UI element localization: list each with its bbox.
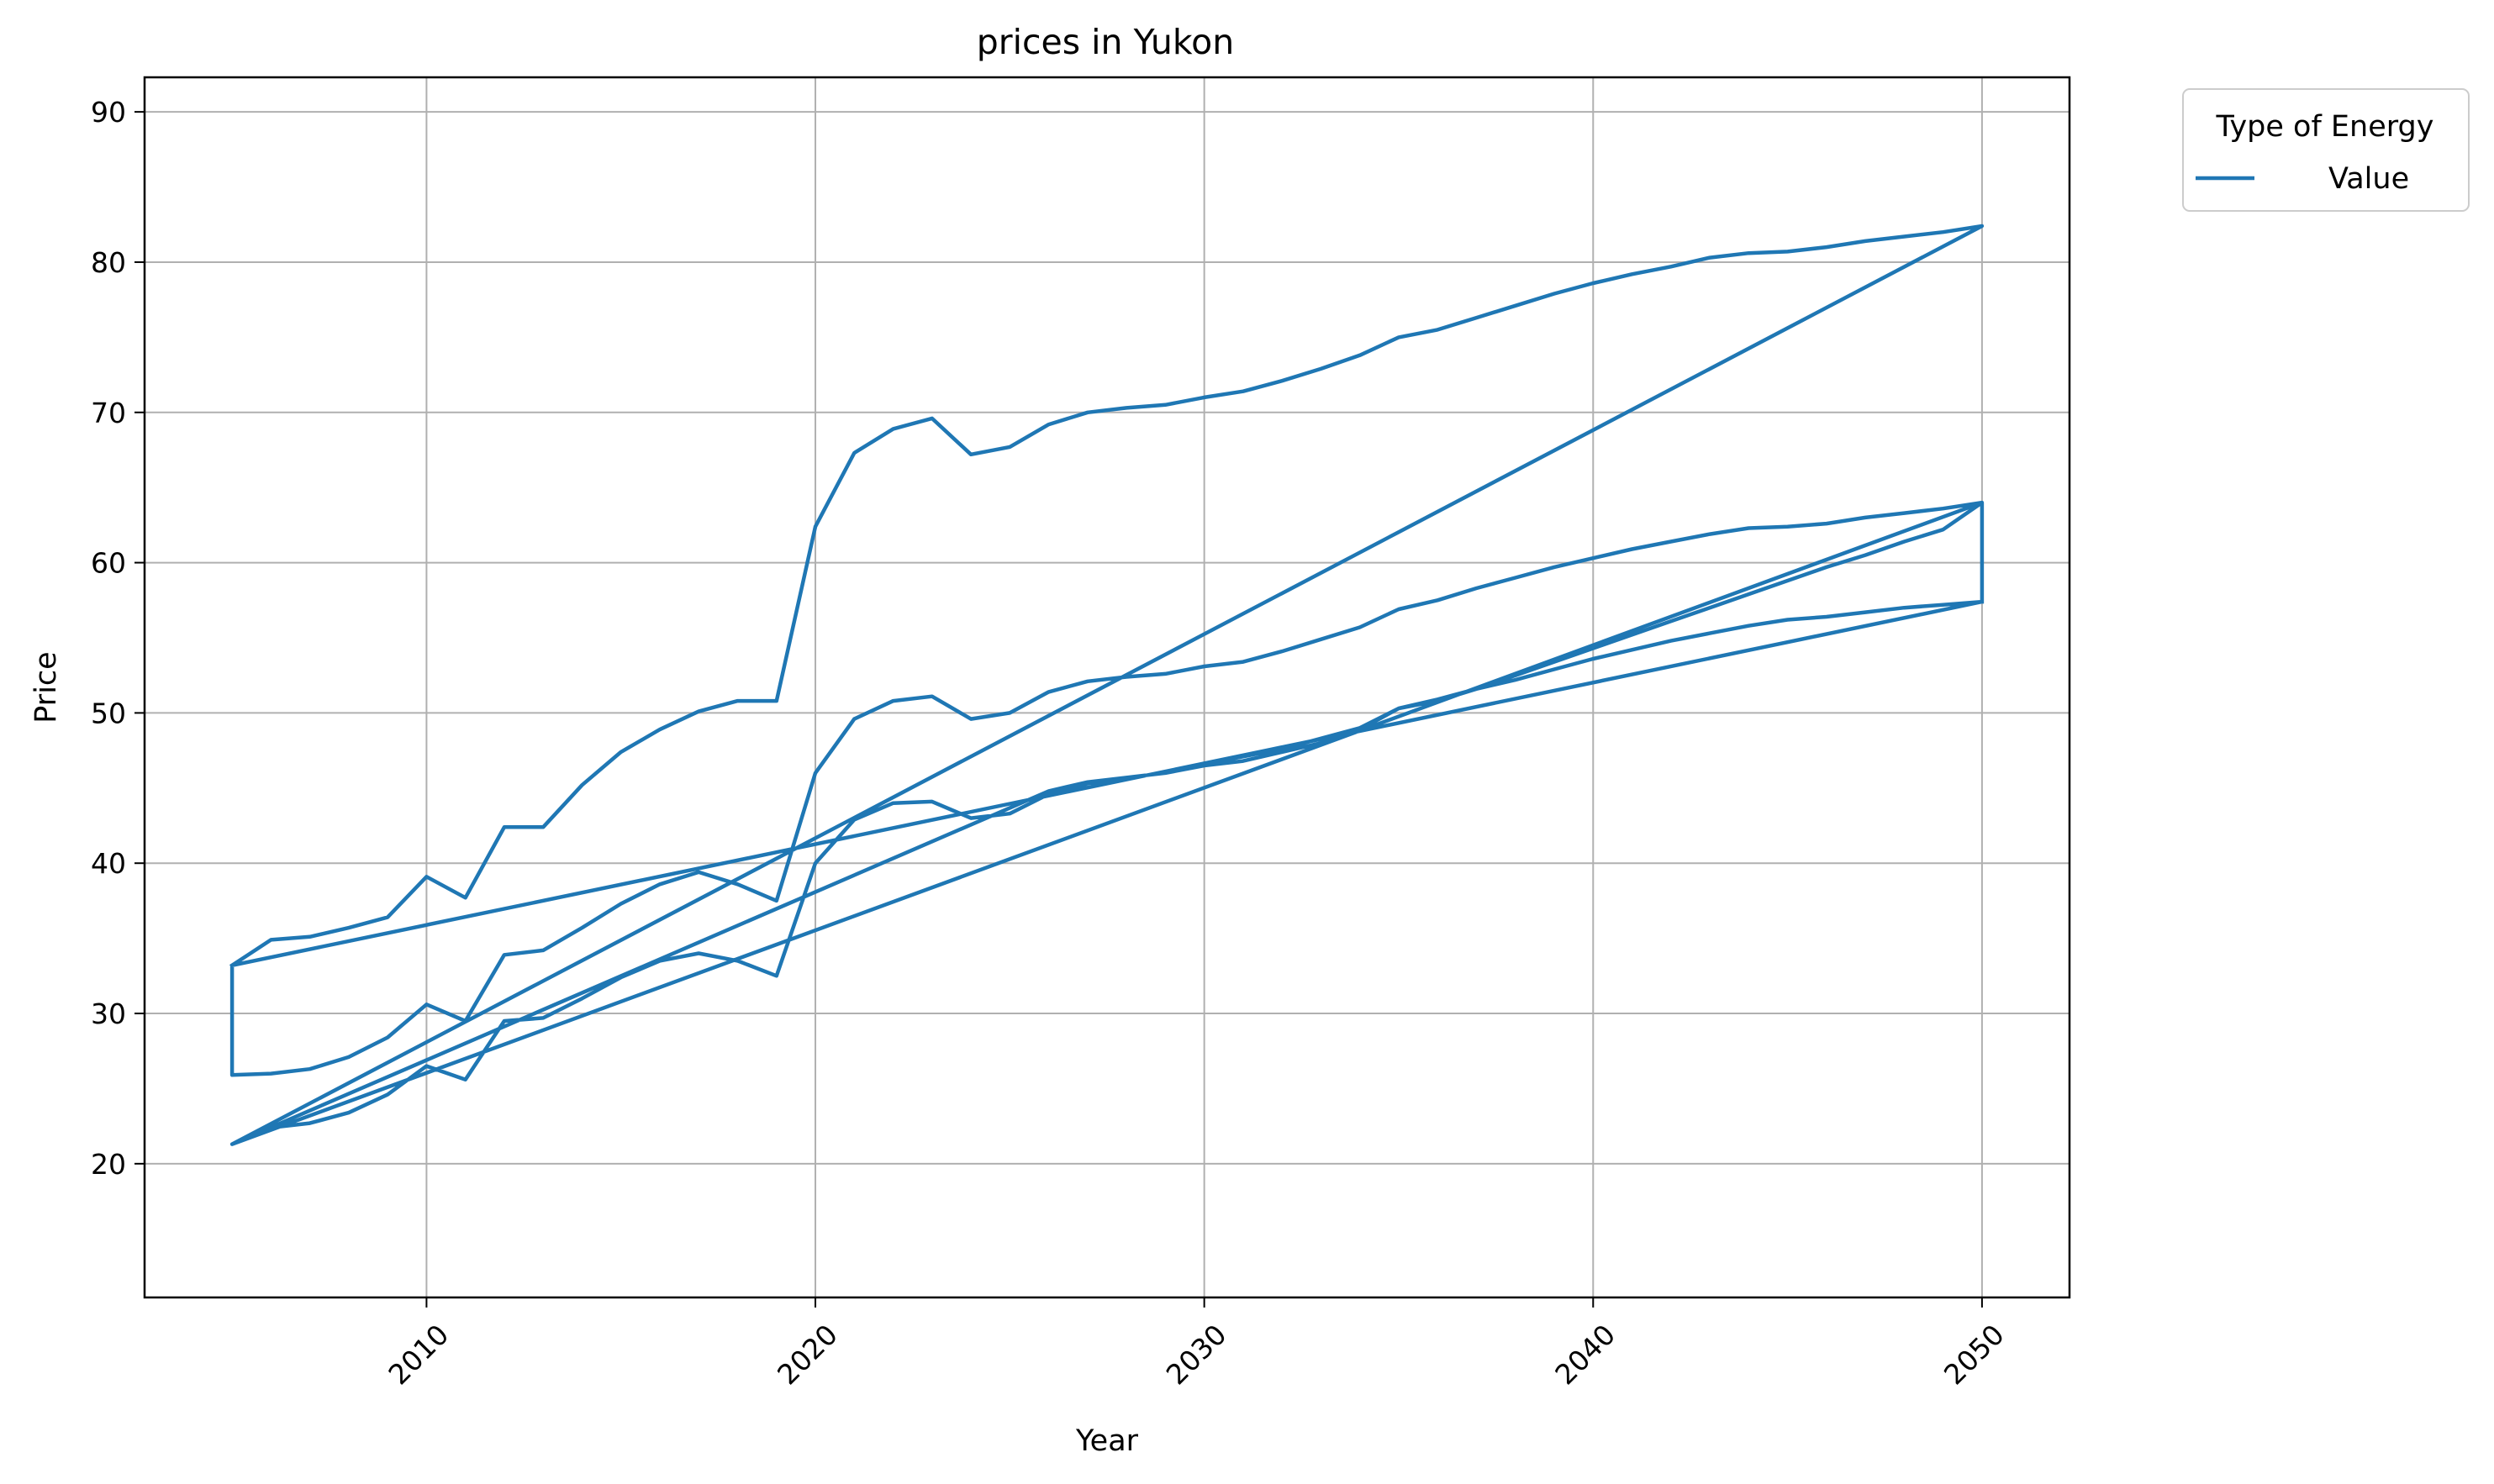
y-axis-label: Price [29, 651, 63, 723]
y-tick-label-70: 70 [91, 397, 126, 429]
chart-title: prices in Yukon [977, 22, 1235, 62]
y-tick-label-50: 50 [91, 697, 126, 729]
grid [145, 77, 2070, 1297]
legend-box [2182, 88, 2470, 212]
y-tick-label-30: 30 [91, 997, 126, 1030]
x-axis-label: Year [1075, 1424, 1139, 1458]
y-axis: 20 30 40 50 60 70 80 90 [91, 96, 145, 1181]
y-tick-label-40: 40 [91, 847, 126, 880]
legend-title: Type of Energy [2216, 110, 2434, 144]
series-layer [229, 224, 1985, 1146]
legend-label-value: Value [2328, 162, 2409, 196]
y-tick-label-80: 80 [91, 246, 126, 279]
y-tick-label-90: 90 [91, 96, 126, 129]
series-line-value [229, 224, 1985, 1146]
legend: Type of Energy Value [2182, 88, 2470, 212]
plot-area-frame [143, 76, 2071, 1299]
y-tick-label-60: 60 [91, 547, 126, 580]
y-tick-label-20: 20 [91, 1148, 126, 1181]
